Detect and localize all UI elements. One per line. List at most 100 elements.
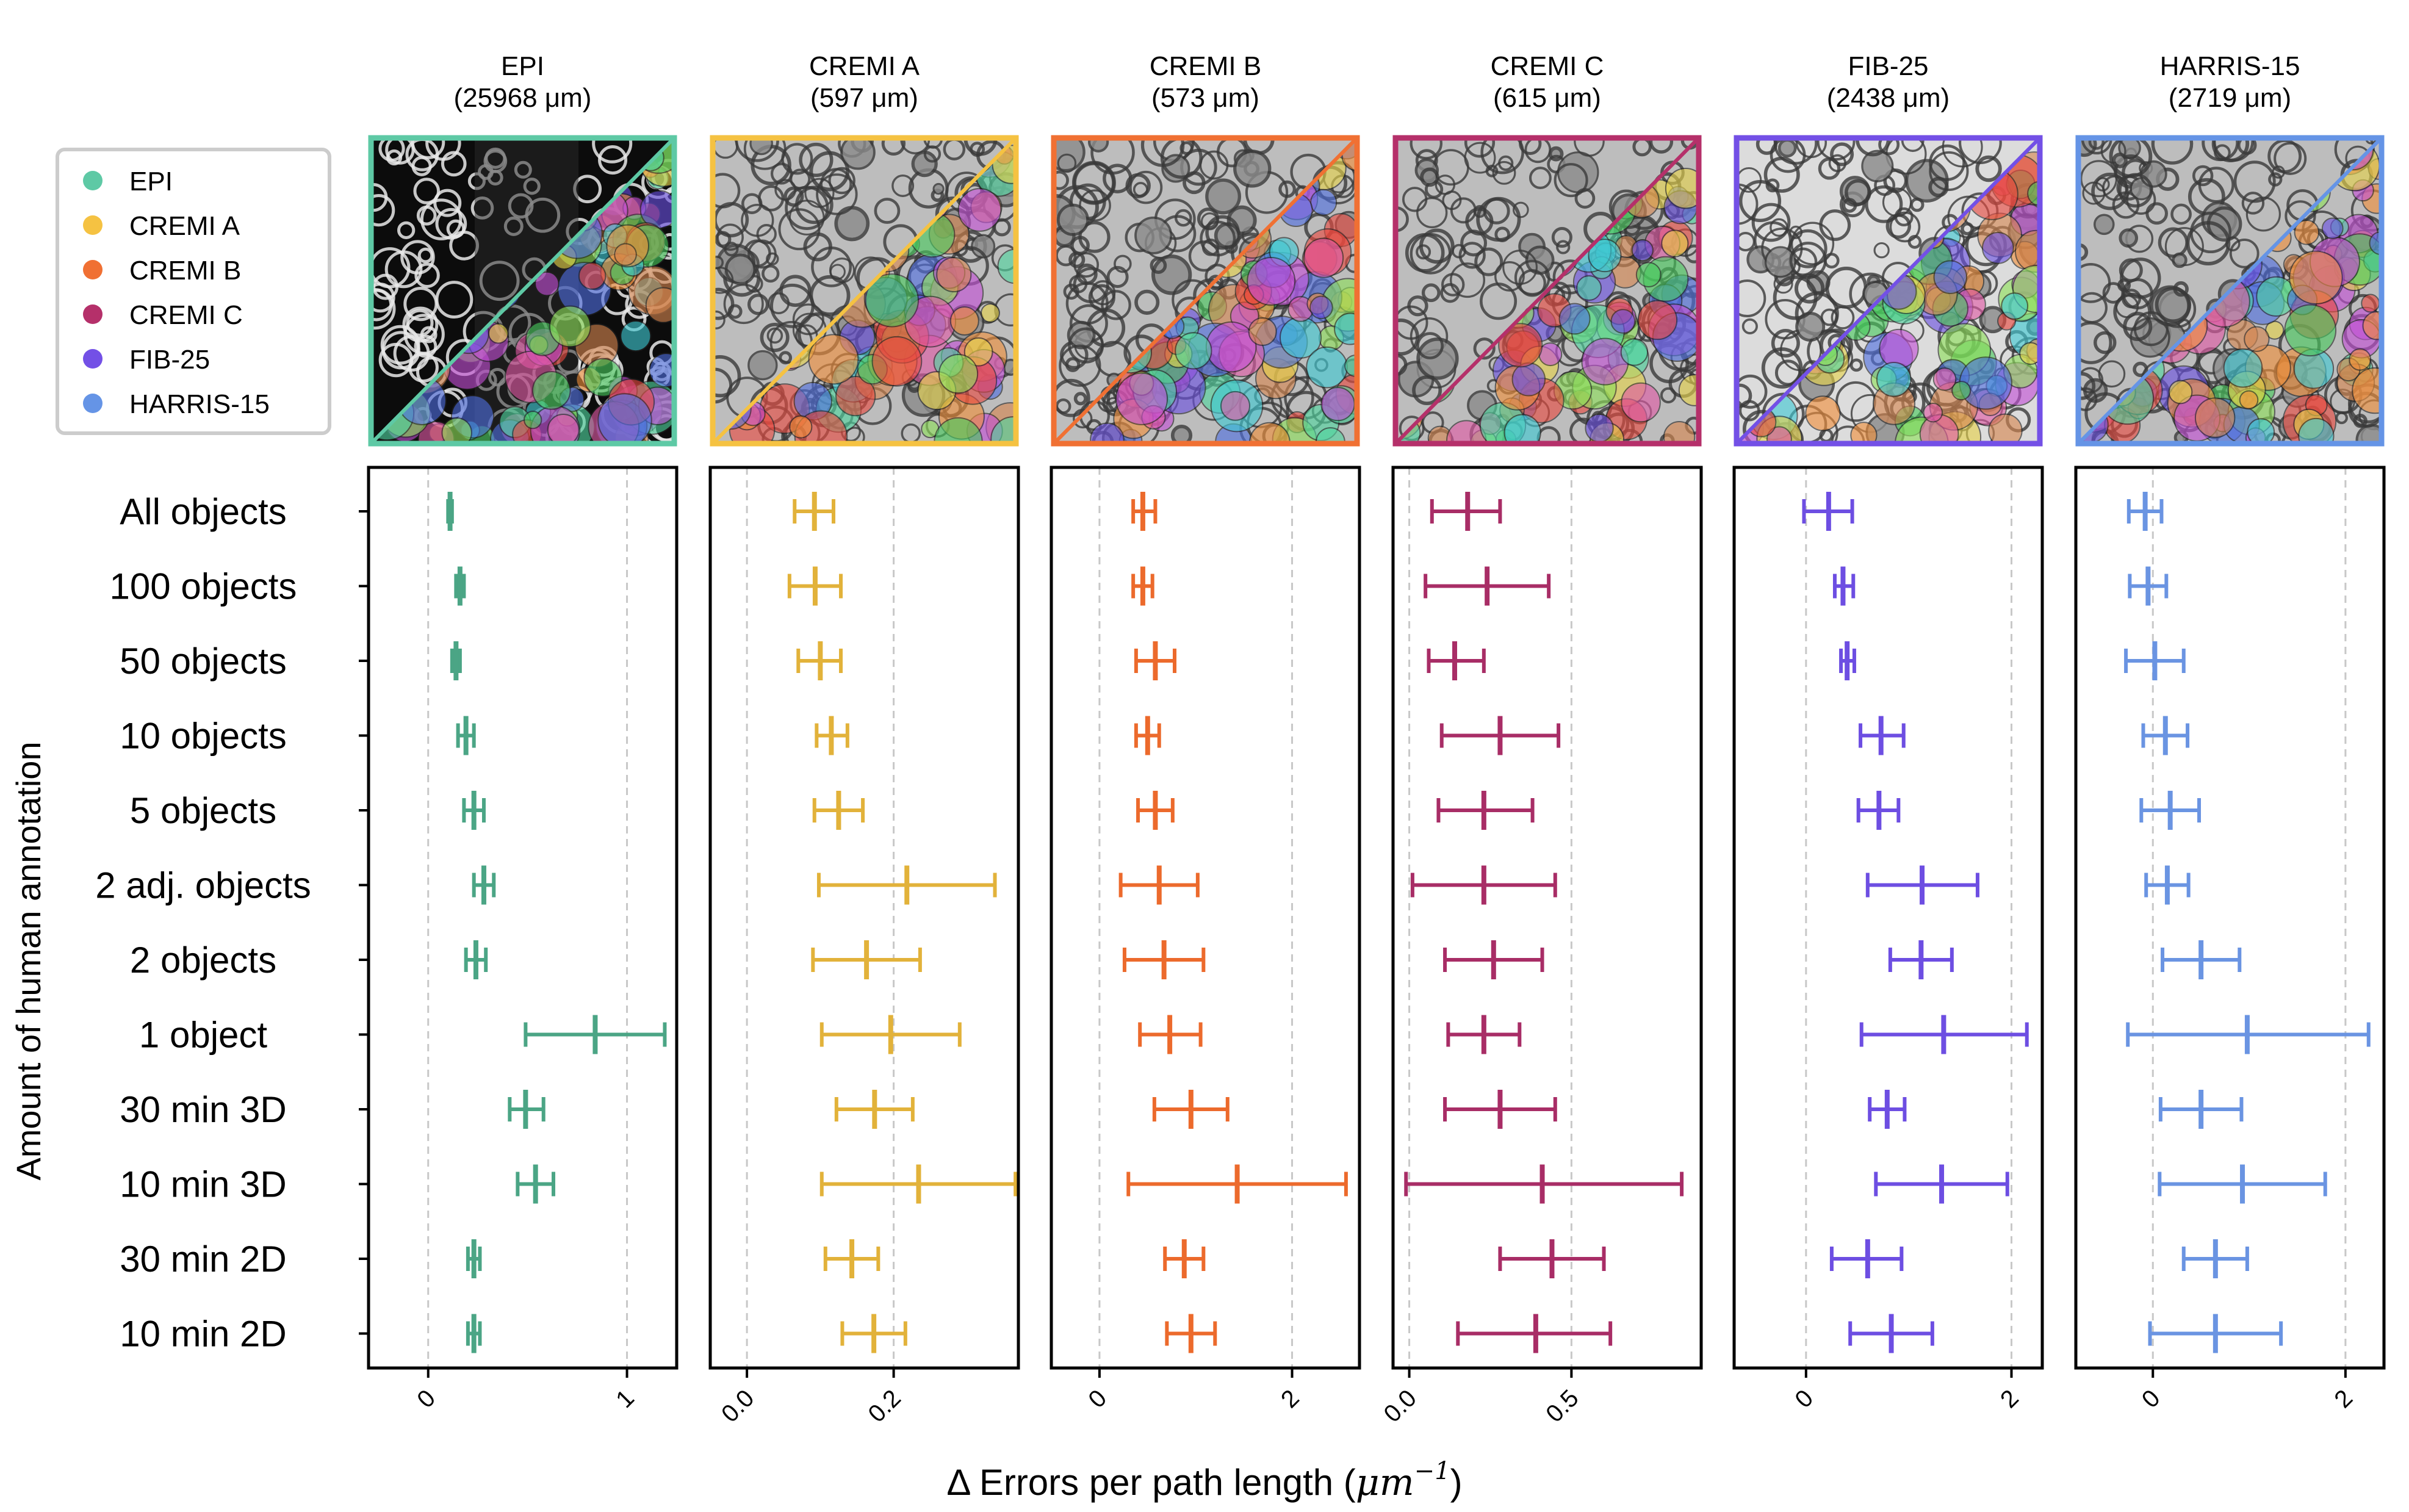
errorbar (811, 940, 922, 979)
legend-label: FIB-25 (129, 345, 210, 375)
errorbar (1848, 1314, 1934, 1353)
errorbar (1456, 1314, 1613, 1353)
errorbar (1126, 1164, 1348, 1204)
errorbar (508, 1090, 546, 1129)
errorbar (812, 791, 865, 830)
panel-subtitle: (597 μm) (810, 83, 918, 113)
errorbar (1802, 492, 1854, 531)
legend-box (56, 148, 331, 435)
x-axis-title-exponent: −1 (1414, 1457, 1450, 1485)
errorbar (456, 716, 476, 755)
errorbar (816, 865, 997, 905)
errorbar (1865, 865, 1979, 905)
errorbar (1163, 1239, 1206, 1278)
panel-epi: EPI(25968 μm)0 1 (367, 51, 679, 1413)
errorbar (2148, 1314, 2283, 1353)
errorbar (1443, 940, 1544, 979)
errorbar (2124, 641, 2186, 680)
panel-cremi-a: CREMI A(597 μm) 0.0 0.2 (708, 51, 1020, 1428)
panel-subtitle: (615 μm) (1493, 83, 1601, 113)
panel-title: CREMI B (1150, 51, 1261, 81)
x-tick-label: 0 (2137, 1384, 2166, 1413)
category-label: 1 object (139, 1015, 267, 1056)
thumbnail-frame (1734, 135, 2043, 447)
axes-frame (1391, 466, 1703, 1370)
legend-label: HARRIS-15 (129, 389, 270, 419)
errorbar (450, 641, 462, 680)
legend-marker (83, 349, 103, 369)
plot-area: 0.0 0.2 (708, 466, 1020, 1428)
legend: EPI CREMI A CREMI B CREMI C FIB-25 HARRIS-15 (56, 148, 331, 435)
errorbar (1427, 641, 1486, 680)
errorbar (472, 865, 496, 905)
panel-subtitle: (2719 μm) (2169, 83, 2291, 113)
category-label: 10 objects (120, 716, 287, 757)
errorbar (815, 716, 849, 755)
x-axis-title-suffix: ) (1450, 1462, 1463, 1503)
x-tick-label: 0.2 (863, 1384, 906, 1427)
legend-label: EPI (129, 167, 173, 196)
category-label: 50 objects (120, 641, 287, 682)
errorbar (466, 1314, 482, 1353)
axes-frame (367, 466, 679, 1370)
panel-subtitle: (25968 μm) (454, 83, 592, 113)
errorbar (1165, 1314, 1217, 1353)
errorbar (1131, 566, 1154, 606)
panel-cremi-b: CREMI B(573 μm)0 2 (1050, 51, 1361, 1413)
legend-marker (83, 171, 103, 190)
errorbar (1410, 865, 1557, 905)
panel-subtitle: (2438 μm) (1827, 83, 1950, 113)
errorbar (1131, 492, 1158, 531)
panel-cremi-c: CREMI C(615 μm) 0.0 0.5 (1379, 51, 1703, 1428)
errorbar (796, 641, 843, 680)
errorbar (1134, 716, 1161, 755)
errorbar (1122, 940, 1206, 979)
category-label: 30 min 3D (120, 1089, 286, 1130)
errorbar (1859, 1015, 2029, 1054)
panel-title: CREMI C (1491, 51, 1604, 81)
errorbar (466, 1239, 482, 1278)
legend-marker (83, 260, 103, 279)
panel-title: FIB-25 (1848, 51, 1928, 81)
category-label: 2 adj. objects (95, 865, 311, 906)
x-tick-label: 0.0 (716, 1384, 759, 1427)
errorbar (1829, 1239, 1904, 1278)
errorbar (2161, 940, 2242, 979)
x-tick-label: 1 (611, 1384, 639, 1413)
legend-label: CREMI B (129, 256, 241, 286)
panel-title: HARRIS-15 (2160, 51, 2300, 81)
errorbar (1868, 1090, 1907, 1129)
x-axis-title: Δ Errors per path length (μm−1) (946, 1457, 1462, 1504)
errorbar (516, 1164, 555, 1204)
errorbar (1138, 1015, 1203, 1054)
legend-marker (83, 304, 103, 324)
axes-frame (708, 466, 1020, 1370)
errorbar (834, 1090, 915, 1129)
errorbar (819, 1164, 1018, 1204)
panel-thumbnail (710, 135, 1019, 447)
errorbar (1874, 1164, 2009, 1204)
legend-marker (83, 394, 103, 413)
legend-label: CREMI A (129, 211, 240, 241)
thumbnail-frame (368, 135, 677, 447)
errorbar (1839, 641, 1856, 680)
x-tick-label: 0 (1083, 1384, 1112, 1413)
errorbar (2139, 791, 2201, 830)
errorbar (464, 940, 488, 979)
x-tick-label: 0 (1790, 1384, 1818, 1413)
panel-thumbnail (1734, 135, 2043, 447)
errorbar (819, 1015, 962, 1054)
errorbar (1859, 716, 1906, 755)
legend-marker (83, 215, 103, 235)
thumbnail-frame (1392, 135, 1702, 447)
category-label: All objects (120, 491, 286, 532)
plot-area: 0.0 0.5 (1379, 466, 1703, 1428)
errorbar (2158, 1090, 2244, 1129)
errorbar (1832, 566, 1856, 606)
